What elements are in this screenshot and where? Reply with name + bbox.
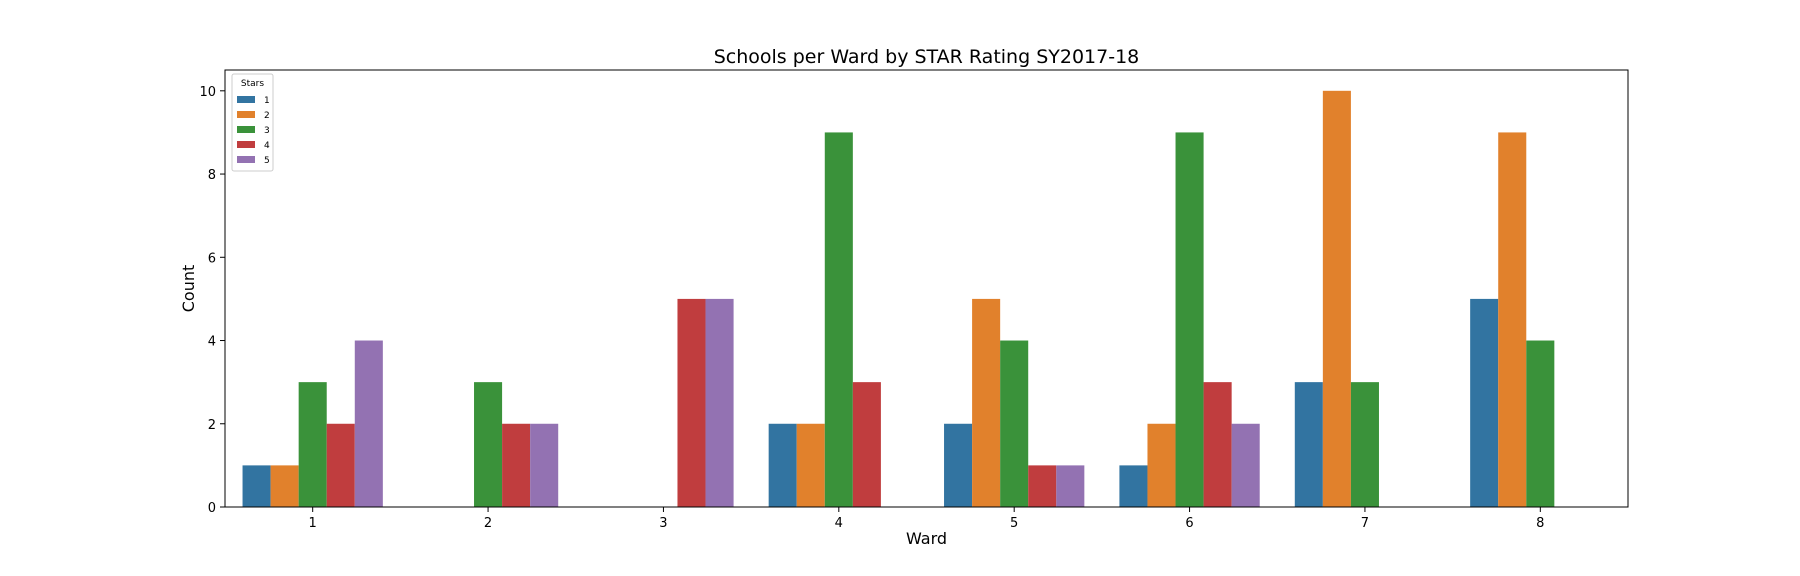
y-tick-label: 6: [208, 251, 216, 266]
y-tick-label: 2: [208, 418, 216, 433]
legend-label: 1: [264, 96, 270, 106]
bar-ward-4-stars-1: [768, 423, 797, 507]
x-axis-title: Ward: [906, 529, 947, 548]
y-tick-label: 10: [199, 85, 216, 100]
x-axis: 1 2 3 4 5 6 7 8: [309, 507, 1544, 531]
legend-swatch: [237, 141, 255, 148]
bar-ward-8-stars-3: [1526, 340, 1555, 507]
bar-ward-4-stars-3: [824, 132, 853, 507]
x-tick-label: 7: [1361, 516, 1369, 531]
bar-ward-4-stars-2: [796, 423, 825, 507]
bar-ward-7-stars-2: [1322, 90, 1351, 507]
bar-ward-2-stars-5: [530, 423, 559, 507]
x-tick-label: 2: [484, 516, 492, 531]
x-tick-label: 5: [1010, 516, 1018, 531]
x-tick-label: 3: [659, 516, 667, 531]
legend-swatch: [237, 126, 255, 133]
legend-label: 5: [264, 156, 270, 166]
bar-ward-1-stars-3: [298, 382, 327, 507]
bar-ward-8-stars-1: [1470, 298, 1499, 507]
x-tick-label: 1: [309, 516, 317, 531]
bar-ward-6-stars-1: [1119, 465, 1148, 507]
legend-swatch: [237, 111, 255, 118]
bar-ward-6-stars-2: [1147, 423, 1176, 507]
bar-ward-5-stars-5: [1056, 465, 1085, 507]
bar-ward-1-stars-4: [326, 423, 355, 507]
legend-label: 3: [264, 126, 270, 136]
legend-items: 1 2 3 4 5: [237, 96, 270, 166]
legend-swatch: [237, 96, 255, 103]
bar-ward-5-stars-2: [972, 298, 1001, 507]
legend: Stars 1 2 3 4 5: [231, 73, 274, 172]
bar-ward-8-stars-2: [1498, 132, 1527, 507]
legend-label: 2: [264, 111, 270, 121]
x-tick-label: 8: [1536, 516, 1544, 531]
bar-ward-1-stars-2: [270, 465, 299, 507]
legend-swatch: [237, 156, 255, 163]
bar-ward-2-stars-4: [502, 423, 531, 507]
bar-ward-1-stars-1: [242, 465, 271, 507]
bar-ward-2-stars-3: [474, 382, 503, 507]
bar-ward-5-stars-4: [1028, 465, 1057, 507]
bar-ward-6-stars-5: [1231, 423, 1260, 507]
bar-ward-6-stars-3: [1175, 132, 1204, 507]
bars-layer: [242, 90, 1555, 507]
y-axis-title: Count: [179, 265, 198, 313]
bar-ward-7-stars-3: [1350, 382, 1379, 507]
bar-ward-6-stars-4: [1203, 382, 1232, 507]
x-tick-label: 6: [1185, 516, 1193, 531]
bar-ward-1-stars-5: [354, 340, 383, 507]
bar-ward-3-stars-5: [705, 298, 734, 507]
chart-title: Schools per Ward by STAR Rating SY2017-1…: [714, 46, 1140, 68]
legend-label: 4: [264, 141, 270, 151]
bar-ward-5-stars-3: [1000, 340, 1029, 507]
y-tick-label: 0: [208, 501, 216, 516]
legend-title: Stars: [241, 79, 264, 89]
bar-ward-4-stars-4: [852, 382, 881, 507]
bar-ward-3-stars-4: [677, 298, 706, 507]
y-axis: 0 2 4 6 8 10: [199, 85, 225, 516]
y-tick-label: 4: [208, 335, 216, 350]
plot-frame: [224, 69, 1629, 508]
bar-ward-5-stars-1: [944, 423, 973, 507]
x-tick-label: 4: [835, 516, 843, 531]
y-tick-label: 8: [208, 168, 216, 183]
bar-ward-7-stars-1: [1294, 382, 1323, 507]
